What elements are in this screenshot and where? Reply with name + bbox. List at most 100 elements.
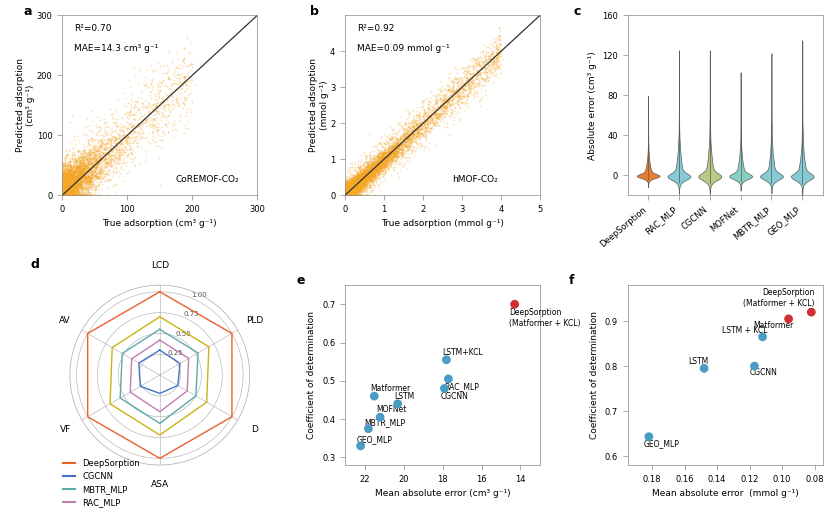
Point (399, 132, 412, 141)
Point (64, 188, 77, 196)
Point (351, 183, 364, 191)
Point (66, 171, 79, 179)
Point (67, 179, 81, 187)
Point (80, 165, 93, 173)
Point (356, 187, 369, 195)
Point (75, 153, 88, 161)
Point (455, 88, 469, 96)
Point (342, 180, 355, 189)
Point (56, 185, 69, 194)
Point (381, 148, 394, 156)
Point (128, 162, 141, 171)
Point (112, 142, 125, 150)
Point (75, 173, 88, 181)
Point (348, 174, 361, 182)
Point (381, 155, 394, 163)
Point (339, 183, 352, 191)
Point (80, 174, 93, 182)
Point (61, 191, 74, 199)
Point (61, 191, 75, 199)
Point (60, 191, 73, 199)
Point (61, 175, 74, 183)
Point (368, 158, 381, 167)
Point (418, 127, 431, 135)
Point (347, 185, 360, 193)
Point (356, 176, 369, 184)
Point (69, 181, 82, 190)
Point (406, 129, 419, 137)
Point (344, 177, 357, 185)
Point (57, 191, 70, 199)
Point (348, 191, 361, 199)
Point (401, 122, 415, 130)
Point (376, 158, 389, 167)
Point (344, 189, 357, 197)
Point (77, 184, 91, 193)
Point (354, 174, 367, 182)
Point (359, 168, 372, 176)
Point (482, 53, 495, 61)
Point (470, 80, 483, 88)
Point (79, 173, 92, 181)
Point (350, 183, 363, 192)
Point (366, 176, 380, 184)
Point (366, 162, 379, 171)
Point (62, 191, 76, 199)
Point (342, 191, 355, 199)
Point (342, 177, 356, 185)
Point (342, 174, 356, 182)
Point (357, 173, 371, 181)
Point (69, 173, 82, 181)
Point (352, 181, 366, 190)
Point (62, 176, 76, 184)
Point (342, 189, 355, 197)
Point (68, 187, 81, 195)
Point (66, 181, 80, 189)
Point (479, 47, 492, 55)
Point (475, 58, 489, 66)
Point (351, 179, 364, 187)
Point (428, 111, 441, 119)
Point (81, 182, 95, 190)
Point (73, 174, 86, 182)
Point (343, 191, 356, 199)
Point (340, 191, 353, 199)
Point (358, 170, 371, 178)
Point (57, 191, 71, 199)
Point (348, 185, 361, 193)
Point (348, 183, 361, 192)
Point (345, 189, 358, 197)
Point (64, 158, 77, 167)
Point (58, 178, 71, 186)
Point (351, 187, 364, 195)
Point (346, 179, 359, 188)
Point (345, 181, 358, 190)
Point (69, 184, 82, 193)
Point (85, 159, 98, 167)
Point (72, 167, 86, 175)
Point (165, 91, 178, 99)
Point (341, 185, 354, 194)
Point (74, 161, 87, 169)
Point (352, 181, 366, 190)
Point (72, 146, 86, 154)
Point (361, 167, 375, 175)
Point (348, 182, 361, 190)
Point (379, 162, 392, 170)
Point (72, 191, 86, 199)
Point (64, 190, 77, 198)
Point (365, 164, 378, 172)
Point (352, 176, 366, 184)
Point (347, 174, 361, 182)
Point (371, 159, 385, 167)
Point (363, 182, 376, 191)
Point (362, 168, 376, 176)
Point (342, 181, 356, 189)
Point (451, 95, 465, 103)
Point (409, 139, 422, 147)
Point (57, 190, 71, 198)
Point (86, 164, 99, 172)
Point (89, 175, 102, 183)
Point (58, 191, 71, 199)
Point (344, 174, 357, 182)
